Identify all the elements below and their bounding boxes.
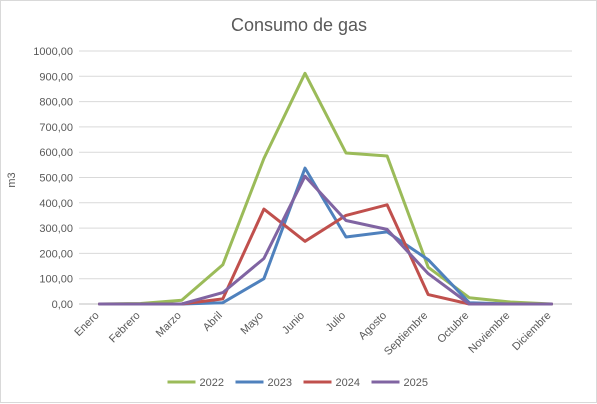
series-line-2025 xyxy=(98,174,553,306)
series-line-2022 xyxy=(98,71,553,306)
y-tick-label: 500,00 xyxy=(39,173,73,185)
y-tick-label: 800,00 xyxy=(39,97,73,109)
y-tick-label: 600,00 xyxy=(39,147,73,159)
series-line-2023 xyxy=(98,166,553,306)
y-tick-label: 0,00 xyxy=(52,299,73,311)
x-tick-label: Mayo xyxy=(238,310,266,338)
legend: 2022 2023 2024 2025 xyxy=(167,377,428,389)
legend-label-2025: 2025 xyxy=(404,377,428,389)
x-axis-ticks: Enero Febrero Marzo Abril Mayo Junio Julio Agos… xyxy=(72,310,553,358)
x-tick-label: Octubre xyxy=(435,310,471,346)
x-tick-label: Junio xyxy=(280,310,307,337)
y-tick-label: 1000,00 xyxy=(33,46,73,58)
chart-title: Consumo de gas xyxy=(231,15,367,35)
y-tick-label: 200,00 xyxy=(39,248,73,260)
x-tick-label: Enero xyxy=(72,310,101,339)
y-tick-label: 100,00 xyxy=(39,274,73,286)
y-axis-label: m3 xyxy=(6,172,18,187)
x-tick-label: Febrero xyxy=(107,310,143,346)
x-tick-label: Marzo xyxy=(154,310,184,340)
x-tick-label: Septiembre xyxy=(382,310,430,358)
x-tick-label: Abril xyxy=(201,310,225,334)
legend-label-2024: 2024 xyxy=(336,377,360,389)
y-tick-label: 900,00 xyxy=(39,71,73,83)
y-tick-label: 700,00 xyxy=(39,122,73,134)
x-tick-label: Noviembre xyxy=(466,310,512,356)
x-tick-label: Diciembre xyxy=(510,310,553,353)
x-tick-label: Agosto xyxy=(357,310,390,343)
y-tick-label: 300,00 xyxy=(39,223,73,235)
legend-label-2022: 2022 xyxy=(200,377,224,389)
series-line-2024 xyxy=(98,203,553,306)
legend-label-2023: 2023 xyxy=(268,377,292,389)
series-lines xyxy=(98,71,553,306)
x-tick-label: Julio xyxy=(324,310,348,334)
y-axis-ticks: 0,00 100,00 200,00 300,00 400,00 500,00 600,00… xyxy=(33,46,73,311)
gridlines xyxy=(79,50,572,305)
y-tick-label: 400,00 xyxy=(39,198,73,210)
